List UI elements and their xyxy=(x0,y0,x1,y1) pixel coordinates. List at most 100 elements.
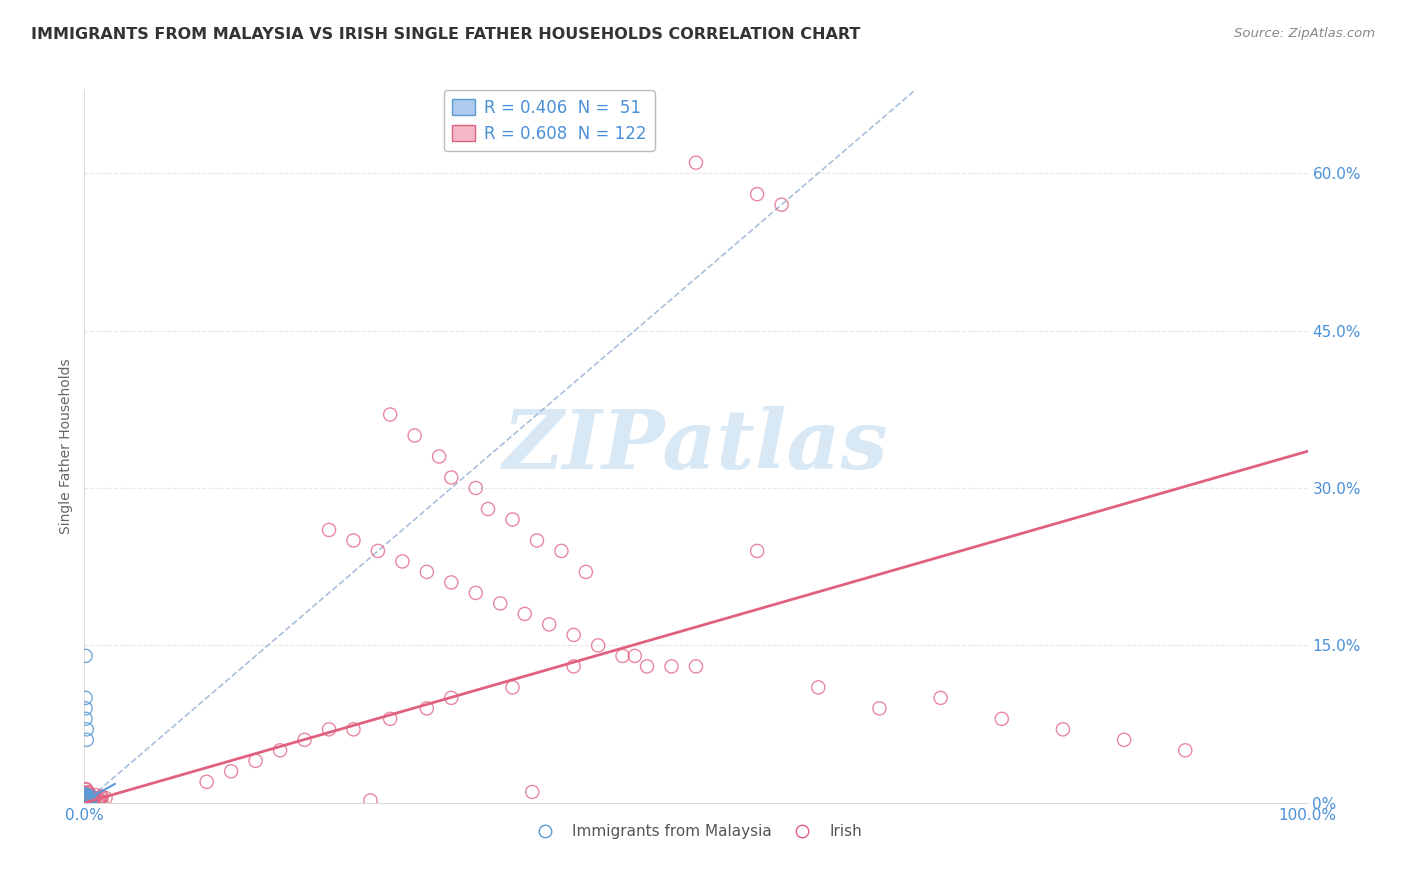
Point xyxy=(75,791,97,805)
Point xyxy=(77,795,100,809)
Point xyxy=(807,681,830,695)
Point xyxy=(75,795,97,809)
Point xyxy=(75,791,97,805)
Point xyxy=(77,789,100,804)
Point xyxy=(77,791,100,805)
Point xyxy=(86,795,108,809)
Point xyxy=(73,794,96,808)
Point xyxy=(73,794,96,808)
Y-axis label: Single Father Households: Single Father Households xyxy=(59,359,73,533)
Point xyxy=(75,788,97,802)
Point xyxy=(90,789,112,804)
Point xyxy=(73,791,96,805)
Point xyxy=(73,794,96,808)
Point xyxy=(75,794,97,808)
Point xyxy=(526,533,548,548)
Point xyxy=(75,789,97,804)
Point xyxy=(75,793,97,807)
Point xyxy=(75,791,97,805)
Point xyxy=(73,792,96,806)
Point xyxy=(391,554,413,568)
Point xyxy=(73,792,96,806)
Point xyxy=(612,648,634,663)
Point xyxy=(75,793,97,807)
Point xyxy=(77,789,100,803)
Point xyxy=(380,712,402,726)
Point xyxy=(75,796,97,810)
Point xyxy=(75,796,97,810)
Point xyxy=(73,791,96,805)
Point xyxy=(76,792,98,806)
Point xyxy=(80,789,103,804)
Point xyxy=(73,793,96,807)
Point xyxy=(75,794,97,808)
Point xyxy=(75,789,97,803)
Point xyxy=(73,786,96,800)
Point xyxy=(73,794,96,808)
Point xyxy=(440,690,463,705)
Point xyxy=(76,796,98,810)
Point xyxy=(73,794,96,808)
Point xyxy=(75,795,97,809)
Point xyxy=(269,743,291,757)
Point xyxy=(76,790,98,805)
Point xyxy=(318,723,340,737)
Point xyxy=(75,782,97,797)
Point xyxy=(76,796,98,810)
Point xyxy=(440,470,463,484)
Point xyxy=(84,788,107,802)
Point xyxy=(77,792,100,806)
Point xyxy=(76,794,98,808)
Point xyxy=(94,791,117,805)
Point xyxy=(77,790,100,805)
Point xyxy=(73,792,96,806)
Text: ZIPatlas: ZIPatlas xyxy=(503,406,889,486)
Point xyxy=(685,155,707,169)
Point xyxy=(75,794,97,808)
Point xyxy=(73,796,96,810)
Point xyxy=(440,575,463,590)
Point xyxy=(73,795,96,809)
Point xyxy=(77,788,100,802)
Point xyxy=(75,794,97,808)
Point xyxy=(416,701,439,715)
Point xyxy=(76,723,98,737)
Point xyxy=(477,502,499,516)
Point xyxy=(73,794,96,808)
Point xyxy=(1052,723,1074,737)
Point xyxy=(75,788,97,802)
Point xyxy=(513,607,536,621)
Point xyxy=(77,795,100,809)
Point xyxy=(562,659,585,673)
Point xyxy=(75,796,97,810)
Point xyxy=(77,786,100,800)
Point xyxy=(77,791,100,805)
Point xyxy=(1174,743,1197,757)
Point xyxy=(75,795,97,809)
Point xyxy=(502,512,524,526)
Point xyxy=(489,596,512,610)
Point xyxy=(75,796,97,810)
Point xyxy=(380,408,402,422)
Point xyxy=(747,544,769,558)
Point xyxy=(770,197,793,211)
Point xyxy=(636,659,658,673)
Point xyxy=(1114,732,1136,747)
Point xyxy=(562,628,585,642)
Point xyxy=(318,523,340,537)
Point xyxy=(75,789,97,804)
Point xyxy=(84,794,107,808)
Point xyxy=(75,690,97,705)
Point xyxy=(77,796,100,810)
Point xyxy=(79,794,101,808)
Point xyxy=(75,794,97,808)
Point xyxy=(359,793,381,807)
Point xyxy=(77,795,100,809)
Point xyxy=(76,795,98,809)
Point xyxy=(502,681,524,695)
Point xyxy=(82,795,104,809)
Point xyxy=(75,648,97,663)
Point xyxy=(75,796,97,810)
Point xyxy=(75,793,97,807)
Point xyxy=(87,792,110,806)
